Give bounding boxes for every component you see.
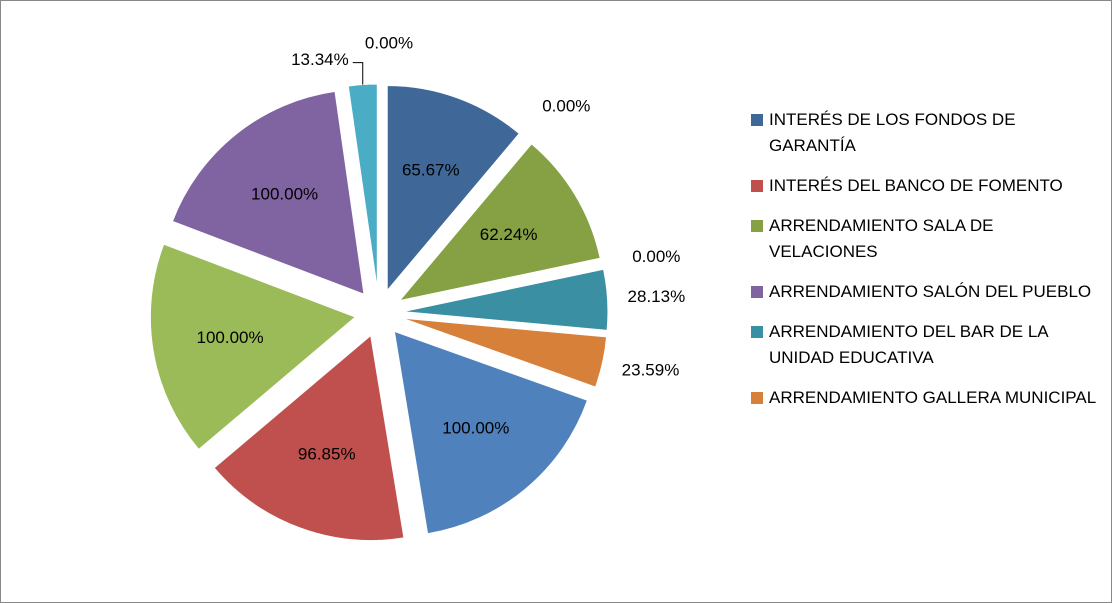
- legend-label: ARRENDAMIENTO SALA DE VELACIONES: [769, 216, 994, 261]
- data-label: 23.59%: [622, 360, 680, 379]
- legend-label: ARRENDAMIENTO SALÓN DEL PUEBLO: [769, 282, 1092, 301]
- legend-swatch: [751, 220, 763, 232]
- legend-swatch: [751, 180, 763, 192]
- leader-line: [352, 62, 364, 85]
- data-label: 96.85%: [298, 444, 356, 463]
- legend-swatch: [751, 114, 763, 126]
- pie-slice: [347, 83, 378, 290]
- legend-swatch: [751, 392, 763, 404]
- data-label: 100.00%: [442, 418, 509, 437]
- legend-item: ARRENDAMIENTO SALA DE VELACIONES: [751, 213, 1101, 265]
- legend-item: ARRENDAMIENTO DEL BAR DE LA UNIDAD EDUCA…: [751, 319, 1101, 371]
- pie-slice: [402, 317, 608, 388]
- legend-label: INTERÉS DEL BANCO DE FOMENTO: [769, 176, 1063, 195]
- data-label: 0.00%: [542, 97, 590, 116]
- legend: INTERÉS DE LOS FONDOS DE GARANTÍA INTERÉS…: [751, 107, 1101, 425]
- pie-slice: [149, 243, 357, 451]
- data-label: 0.00%: [632, 247, 680, 266]
- data-label: 0.00%: [365, 33, 413, 52]
- legend-item: INTERÉS DEL BANCO DE FOMENTO: [751, 173, 1101, 199]
- pie-slice: [402, 268, 609, 331]
- legend-item: ARRENDAMIENTO SALÓN DEL PUEBLO: [751, 279, 1101, 305]
- legend-label: INTERÉS DE LOS FONDOS DE GARANTÍA: [769, 110, 1016, 155]
- pie-slice: [386, 84, 520, 292]
- data-label: 100.00%: [251, 184, 318, 203]
- pie-slice: [402, 265, 604, 309]
- legend-label: ARRENDAMIENTO GALLERA MUNICIPAL: [769, 388, 1097, 407]
- pie-area: 65.67% 0.00% 62.24% 0.00% 28.13% 23.59% 100.00…: [149, 33, 686, 542]
- data-label: 62.24%: [480, 225, 538, 244]
- pie-slice: [398, 143, 601, 302]
- data-label: 28.13%: [628, 287, 686, 306]
- legend-item: INTERÉS DE LOS FONDOS DE GARANTÍA: [751, 107, 1101, 159]
- data-label: 13.34%: [291, 50, 349, 69]
- legend-swatch: [751, 286, 763, 298]
- data-label: 65.67%: [402, 161, 460, 180]
- pie-slice: [171, 90, 365, 296]
- data-label: 100.00%: [196, 328, 263, 347]
- legend-swatch: [751, 326, 763, 338]
- pie-slice: [394, 137, 527, 295]
- legend-label: ARRENDAMIENTO DEL BAR DE LA UNIDAD EDUCA…: [769, 322, 1048, 367]
- pie-slice: [393, 330, 589, 535]
- pie-slice: [213, 334, 405, 542]
- legend-item: ARRENDAMIENTO GALLERA MUNICIPAL: [751, 385, 1101, 411]
